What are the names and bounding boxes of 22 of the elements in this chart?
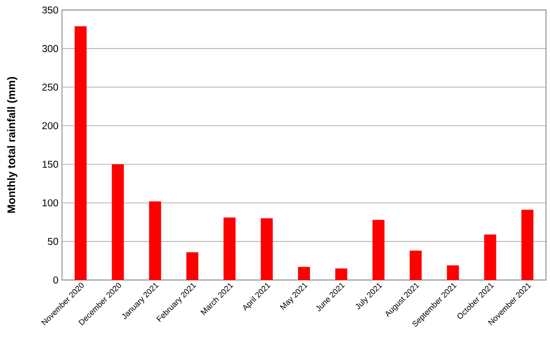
bar [112, 164, 124, 280]
bar [186, 252, 198, 280]
bar [372, 220, 384, 280]
y-tick-label: 100 [42, 199, 58, 206]
y-tick-label: 0 [53, 276, 58, 284]
bar [484, 234, 496, 280]
y-tick-label: 200 [42, 122, 58, 130]
bar [149, 201, 162, 280]
bar [335, 268, 348, 280]
bar [446, 265, 459, 280]
bar [521, 210, 534, 280]
bar [298, 266, 310, 280]
y-tick-label: 300 [42, 45, 58, 52]
y-tick-label: 150 [42, 160, 58, 168]
y-tick-label: 50 [48, 238, 58, 245]
y-axis-title: Monthly total rainfall (mm) [7, 77, 18, 213]
bar [260, 218, 273, 280]
y-tick-label: 350 [42, 6, 58, 14]
bar [410, 250, 422, 280]
bar [74, 26, 87, 280]
bar [224, 218, 236, 280]
y-tick-label: 250 [42, 84, 58, 91]
